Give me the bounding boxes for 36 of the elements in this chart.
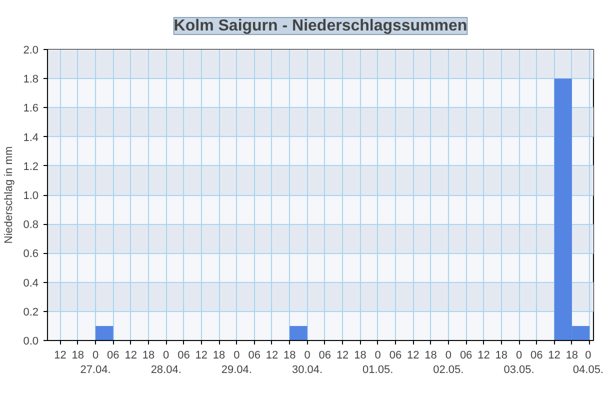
x-tick-label: 12 bbox=[195, 350, 208, 362]
y-tick-label: 1.2 bbox=[23, 160, 39, 173]
x-tick-label: 18 bbox=[424, 350, 437, 362]
y-tick-label: 2.0 bbox=[23, 44, 39, 56]
x-tick-label: 18 bbox=[142, 350, 155, 362]
x-tick-label: 12 bbox=[407, 350, 420, 362]
x-tick-label: 06 bbox=[389, 350, 402, 362]
x-tick-label: 12 bbox=[478, 350, 490, 362]
y-tick-label: 0.2 bbox=[23, 306, 39, 318]
x-tick-label: 18 bbox=[72, 350, 84, 362]
x-tick-label: 12 bbox=[266, 350, 278, 362]
x-tick-label: 18 bbox=[354, 350, 366, 362]
y-tick-label: 1.0 bbox=[23, 190, 39, 202]
chart-title: Kolm Saigurn - Niederschlagssummen bbox=[174, 18, 468, 34]
y-tick-label: 1.6 bbox=[23, 102, 39, 115]
y-tick-label: 0.6 bbox=[23, 248, 39, 260]
y-tick-label: 0.4 bbox=[23, 277, 39, 290]
x-tick-label: 12 bbox=[124, 350, 137, 362]
y-axis-title: Niederschlag in mm bbox=[3, 146, 16, 244]
x-tick-label: 12 bbox=[548, 350, 560, 362]
x-tick-label: 06 bbox=[460, 350, 472, 362]
x-tick-label: 18 bbox=[212, 350, 226, 362]
x-tick-label: 06 bbox=[248, 350, 260, 362]
y-tick-label: 0.8 bbox=[23, 219, 39, 232]
y-tick-label: 0.0 bbox=[23, 336, 39, 348]
x-tick-label: 06 bbox=[178, 350, 190, 362]
x-tick-label: 06 bbox=[530, 350, 543, 362]
x-tick-label: 18 bbox=[566, 350, 578, 362]
x-tick-label: 12 bbox=[336, 350, 349, 362]
x-tick-label: 18 bbox=[495, 350, 508, 362]
x-tick-label: 18 bbox=[284, 350, 296, 362]
x-tick-label: 12 bbox=[54, 350, 66, 362]
x-tick-label: 06 bbox=[318, 350, 332, 362]
x-tick-label: 06 bbox=[107, 350, 120, 362]
y-tick-label: 1.4 bbox=[23, 132, 39, 144]
y-tick-label: 1.8 bbox=[23, 74, 39, 86]
